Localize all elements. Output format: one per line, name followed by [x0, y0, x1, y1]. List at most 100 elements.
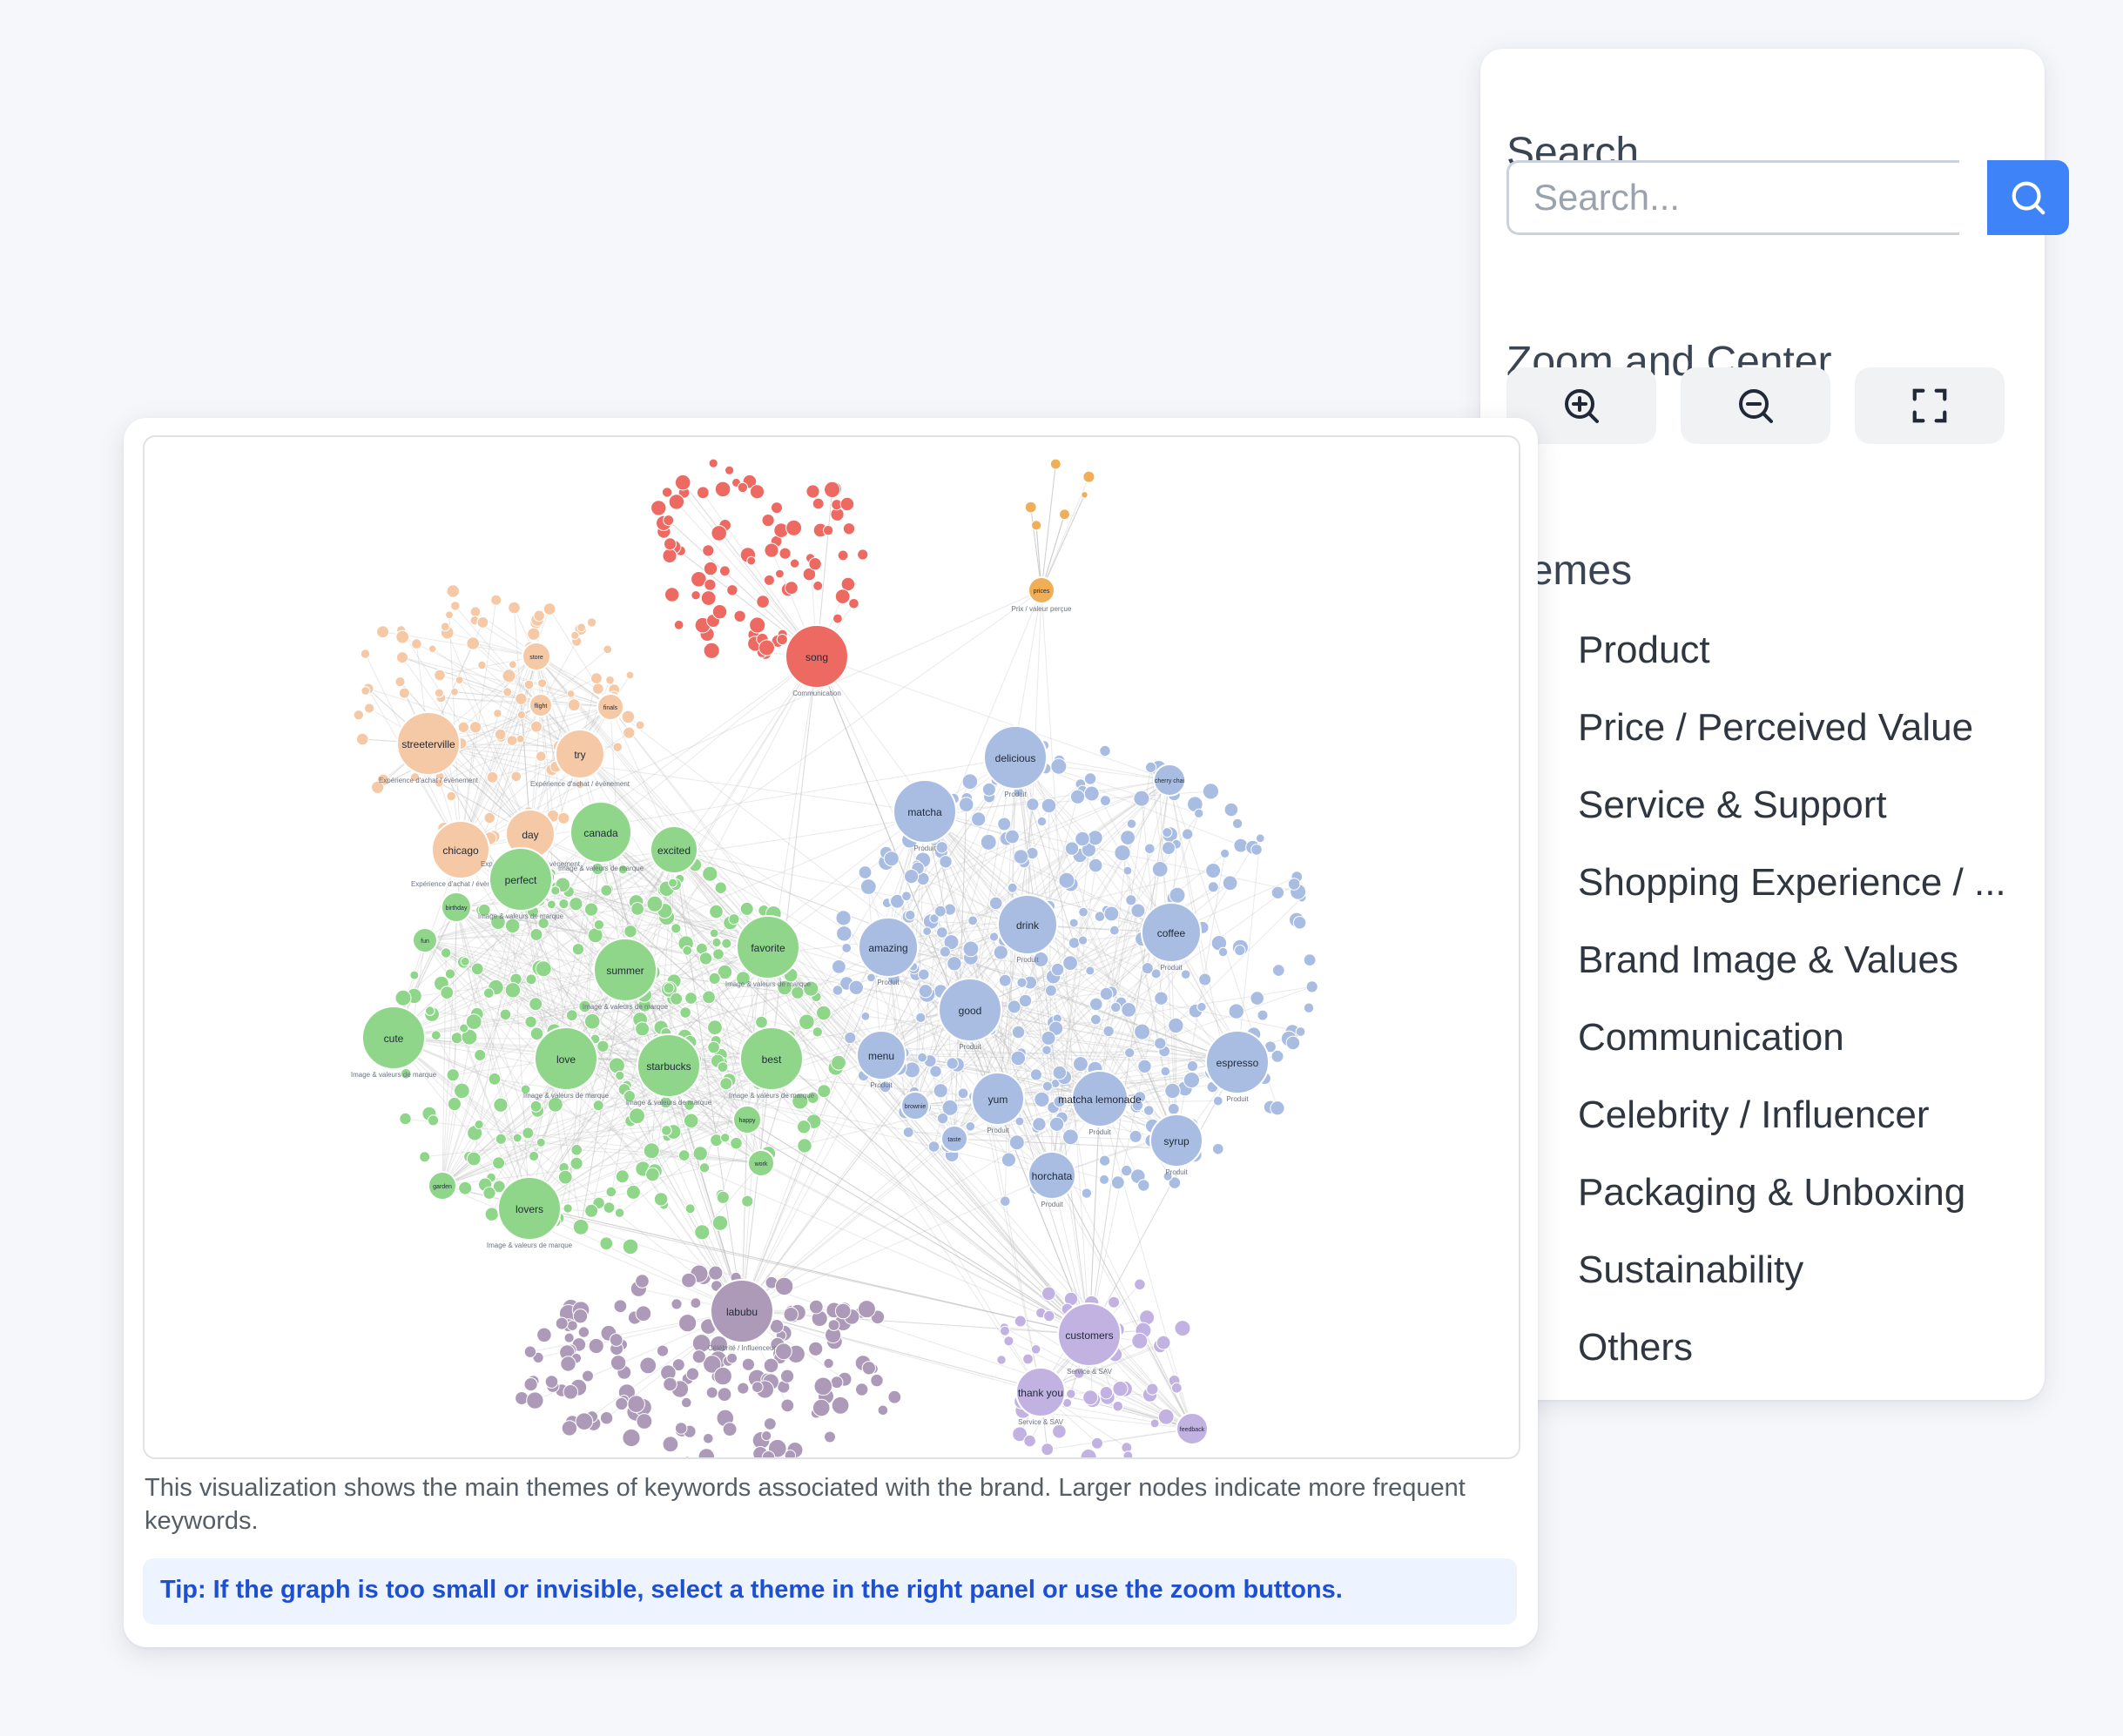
minor-keyword-node[interactable]	[678, 1314, 698, 1333]
minor-keyword-node[interactable]	[692, 1146, 708, 1161]
minor-keyword-node[interactable]	[459, 1023, 469, 1033]
minor-keyword-node[interactable]	[1162, 841, 1176, 856]
minor-keyword-node[interactable]	[763, 1417, 777, 1430]
minor-keyword-node[interactable]	[571, 943, 585, 956]
minor-keyword-node[interactable]	[615, 1070, 625, 1081]
minor-keyword-node[interactable]	[1081, 491, 1088, 499]
minor-keyword-node[interactable]	[504, 918, 521, 934]
minor-keyword-node[interactable]	[714, 481, 731, 498]
minor-keyword-node[interactable]	[1008, 1134, 1025, 1151]
minor-keyword-node[interactable]	[1151, 861, 1169, 878]
minor-keyword-node[interactable]	[719, 1077, 733, 1091]
minor-keyword-node[interactable]	[590, 672, 603, 685]
minor-keyword-node[interactable]	[698, 1448, 715, 1457]
minor-keyword-node[interactable]	[1157, 1408, 1175, 1425]
keyword-node-labubu[interactable]: labubu Célébrité / Influenceur	[708, 1279, 777, 1352]
minor-keyword-node[interactable]	[1131, 1099, 1144, 1112]
minor-keyword-node[interactable]	[939, 945, 951, 958]
minor-keyword-node[interactable]	[490, 914, 506, 931]
minor-keyword-node[interactable]	[527, 627, 541, 641]
minor-keyword-node[interactable]	[860, 1011, 871, 1021]
minor-keyword-node[interactable]	[861, 1361, 876, 1376]
minor-keyword-node[interactable]	[395, 629, 410, 644]
minor-keyword-node[interactable]	[1041, 1030, 1056, 1046]
minor-keyword-node[interactable]	[1110, 1001, 1122, 1013]
minor-keyword-node[interactable]	[635, 1021, 650, 1037]
minor-keyword-node[interactable]	[625, 1184, 641, 1200]
minor-keyword-node[interactable]	[696, 486, 710, 500]
theme-item-product[interactable]: Product	[1463, 625, 2038, 677]
minor-keyword-node[interactable]	[971, 811, 987, 827]
minor-keyword-node[interactable]	[812, 1026, 823, 1038]
minor-keyword-node[interactable]	[1003, 1336, 1014, 1347]
minor-keyword-node[interactable]	[1083, 785, 1100, 802]
minor-keyword-node[interactable]	[455, 676, 464, 685]
minor-keyword-node[interactable]	[440, 986, 455, 999]
keyword-node-delicious[interactable]: delicious Produit	[983, 725, 1048, 798]
zoom-out-button[interactable]	[1681, 367, 1830, 444]
minor-keyword-node[interactable]	[1270, 1100, 1285, 1116]
minor-keyword-node[interactable]	[935, 841, 948, 854]
minor-keyword-node[interactable]	[1108, 1295, 1121, 1309]
minor-keyword-node[interactable]	[608, 1057, 625, 1074]
minor-keyword-node[interactable]	[1030, 1344, 1041, 1355]
keyword-node-garden[interactable]: garden	[428, 1171, 457, 1201]
minor-keyword-node[interactable]	[613, 1299, 628, 1314]
minor-keyword-node[interactable]	[662, 1436, 679, 1453]
minor-keyword-node[interactable]	[1170, 1382, 1183, 1394]
minor-keyword-node[interactable]	[583, 902, 599, 917]
minor-keyword-node[interactable]	[460, 956, 470, 966]
minor-keyword-node[interactable]	[1075, 831, 1090, 847]
minor-keyword-node[interactable]	[430, 1030, 441, 1040]
minor-keyword-node[interactable]	[593, 919, 605, 931]
minor-keyword-node[interactable]	[1099, 1386, 1114, 1400]
minor-keyword-node[interactable]	[615, 1396, 629, 1411]
minor-keyword-node[interactable]	[691, 571, 707, 588]
minor-keyword-node[interactable]	[1049, 458, 1062, 470]
minor-keyword-node[interactable]	[670, 992, 684, 1006]
minor-keyword-node[interactable]	[1145, 761, 1157, 773]
minor-keyword-node[interactable]	[536, 1327, 552, 1343]
minor-keyword-node[interactable]	[629, 1107, 645, 1125]
minor-keyword-node[interactable]	[1198, 972, 1212, 986]
minor-keyword-node[interactable]	[592, 683, 604, 695]
minor-keyword-node[interactable]	[399, 1112, 412, 1126]
minor-keyword-node[interactable]	[812, 1398, 831, 1417]
minor-keyword-node[interactable]	[450, 687, 459, 696]
minor-keyword-node[interactable]	[776, 634, 788, 646]
theme-item-service-support[interactable]: Service & Support	[1463, 780, 2038, 832]
minor-keyword-node[interactable]	[1073, 1367, 1085, 1379]
minor-keyword-node[interactable]	[730, 1136, 743, 1150]
minor-keyword-node[interactable]	[582, 1369, 594, 1383]
minor-keyword-node[interactable]	[435, 778, 444, 788]
minor-keyword-node[interactable]	[961, 773, 979, 791]
minor-keyword-node[interactable]	[563, 1332, 575, 1343]
minor-keyword-node[interactable]	[934, 905, 947, 918]
minor-keyword-node[interactable]	[685, 1367, 700, 1381]
minor-keyword-node[interactable]	[1000, 1195, 1011, 1208]
minor-keyword-node[interactable]	[1041, 1045, 1052, 1056]
minor-keyword-node[interactable]	[1014, 1116, 1025, 1127]
minor-keyword-node[interactable]	[1016, 977, 1028, 988]
minor-keyword-node[interactable]	[946, 1057, 959, 1070]
minor-keyword-node[interactable]	[855, 1383, 869, 1396]
minor-keyword-node[interactable]	[736, 971, 751, 986]
minor-keyword-node[interactable]	[617, 865, 629, 875]
theme-item-shopping-experience[interactable]: Shopping Experience / ...	[1463, 858, 2038, 910]
minor-keyword-node[interactable]	[805, 484, 820, 499]
minor-keyword-node[interactable]	[523, 679, 535, 690]
minor-keyword-node[interactable]	[808, 557, 822, 571]
minor-keyword-node[interactable]	[529, 1150, 540, 1162]
minor-keyword-node[interactable]	[1303, 1002, 1315, 1013]
minor-keyword-node[interactable]	[998, 973, 1012, 987]
minor-keyword-node[interactable]	[1007, 882, 1018, 893]
minor-keyword-node[interactable]	[993, 945, 1008, 960]
keyword-node-matcha[interactable]: matcha Produit	[893, 779, 957, 852]
minor-keyword-node[interactable]	[988, 932, 1000, 942]
minor-keyword-node[interactable]	[848, 979, 864, 995]
zoom-in-button[interactable]	[1506, 367, 1656, 444]
minor-keyword-node[interactable]	[941, 1099, 959, 1116]
minor-keyword-node[interactable]	[493, 1097, 509, 1113]
keyword-node-prices[interactable]: prices Prix / valeur perçue	[1012, 576, 1072, 613]
keyword-node-excited[interactable]: excited	[650, 825, 698, 874]
